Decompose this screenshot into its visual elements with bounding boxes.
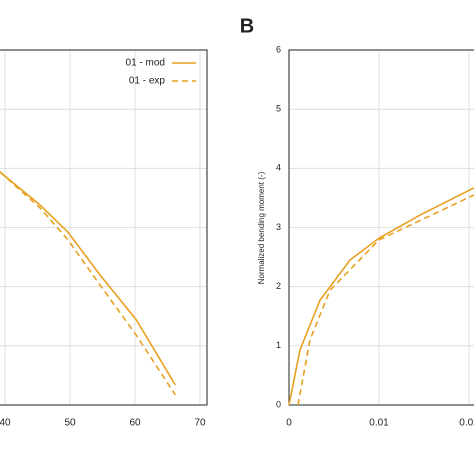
legend-label: 01 - mod — [126, 58, 165, 69]
panel-label: B — [240, 15, 254, 37]
x-tick-label: 70 — [194, 418, 206, 429]
legend-label: 01 - exp — [129, 76, 166, 87]
data-line — [297, 194, 474, 406]
y-tick-label: 0 — [276, 399, 281, 409]
y-tick-label: 1 — [276, 340, 281, 350]
y-tick-label: 4 — [276, 163, 281, 173]
y-tick-label: 2 — [276, 281, 281, 291]
x-tick-label: 0 — [286, 418, 292, 429]
x-tick-label: 0.02 — [459, 418, 474, 429]
data-line — [0, 171, 176, 386]
y-tick-label: 3 — [276, 222, 281, 232]
y-axis-label: Normalized bending moment (-) — [257, 171, 266, 284]
x-tick-label: 0.01 — [369, 418, 389, 429]
y-tick-label: 6 — [276, 44, 281, 54]
y-tick-label: 5 — [276, 104, 281, 114]
x-tick-label: 40 — [0, 418, 11, 429]
x-tick-label: 50 — [64, 418, 76, 429]
plot-frame — [0, 49, 208, 406]
data-line — [288, 187, 474, 406]
plot-frame — [288, 49, 474, 406]
x-tick-label: 60 — [129, 418, 141, 429]
data-line — [0, 171, 176, 396]
